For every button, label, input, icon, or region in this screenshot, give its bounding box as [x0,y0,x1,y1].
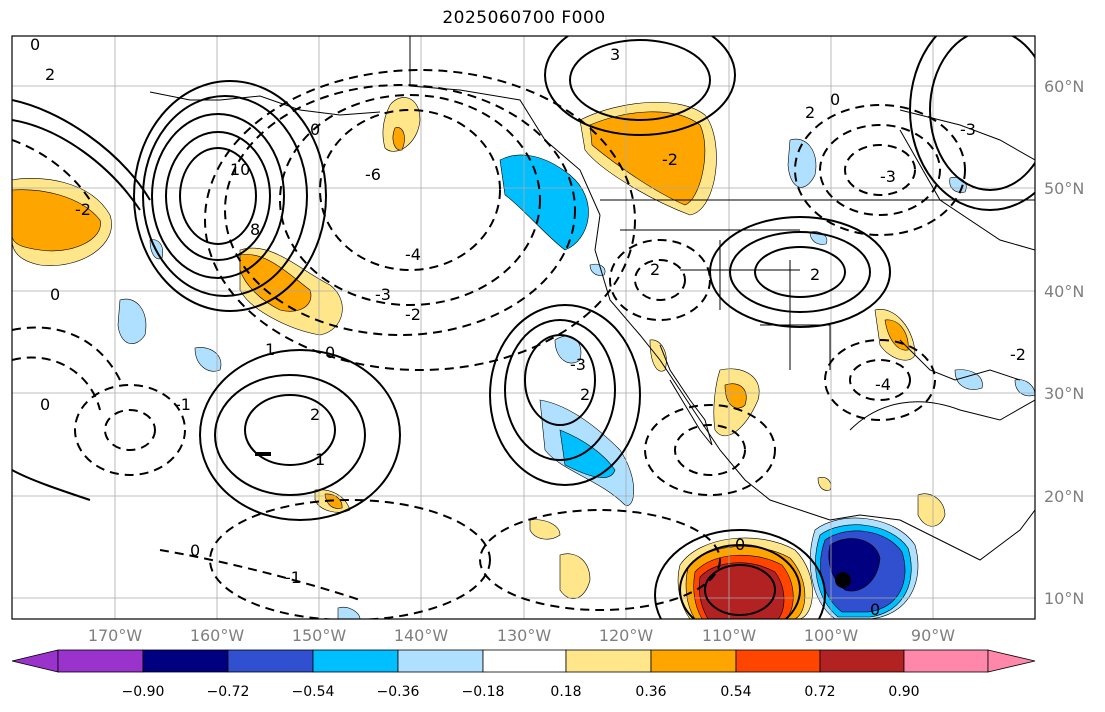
contour-label: 0 [30,35,40,54]
lon-label: 90°W [910,626,956,645]
contour-label: 2 [805,103,815,122]
colorbar-tick: 0.54 [720,684,752,700]
contour-label: -2 [405,305,421,324]
contour-label: -2 [75,200,91,219]
colorbar-tick: −0.72 [206,684,250,700]
lon-label: 110°W [701,626,757,645]
colorbar-tick: 0.72 [804,684,836,700]
colorbar-extend-low [11,649,59,673]
lat-label: 30°N [1044,384,1085,403]
colorbar-tick: 0.90 [888,684,920,700]
lon-label: 140°W [393,626,449,645]
lat-label: 20°N [1044,487,1085,506]
contour-label: -1 [285,568,301,587]
colorbar-tick: −0.54 [291,684,335,700]
contour-label: 2 [45,65,55,84]
contour-label: -2 [662,150,678,169]
cyclone-marker [835,572,851,588]
colorbar [11,649,1036,673]
map-title: 2025060700 F000 [442,8,606,28]
contour-label: 8 [250,220,260,239]
lat-label: 60°N [1044,77,1085,96]
lon-label: 120°W [598,626,654,645]
contour-label: -6 [365,165,381,184]
contour-label: 3 [610,45,620,64]
contour-label: 2 [580,385,590,404]
colorbar-tick: −0.18 [461,684,505,700]
contour-label: 0 [190,541,200,560]
contour-label: -3 [880,167,896,186]
lon-label: 150°W [291,626,347,645]
lat-label: 50°N [1044,179,1085,198]
contour-label: -3 [375,285,391,304]
lon-label: 160°W [189,626,245,645]
contour-label: 1 [315,450,325,469]
contour-label: 10 [230,160,250,179]
lon-label: 100°W [803,626,859,645]
colorbar-tick: 0.36 [635,684,667,700]
contour-label: -1 [175,395,191,414]
colorbar-tick: −0.36 [376,684,420,700]
contour-label: -3 [570,355,586,374]
contour-label: 2 [310,405,320,424]
lon-label: 170°W [87,626,143,645]
contour-label: 0 [50,285,60,304]
colorbar-tick: −0.90 [121,684,165,700]
gridlines [12,36,1035,619]
contour-label: -4 [875,375,891,394]
contour-label: 2 [810,265,820,284]
lat-label: 40°N [1044,282,1085,301]
contour-label: 0 [735,535,745,554]
contour-label: 0 [310,120,320,139]
contours [12,36,1035,619]
contour-label: 0 [870,600,880,619]
contour-label: 0 [830,90,840,109]
colorbar-extend-high [987,649,1036,673]
contour-labels: 0 2 0 -2 -4 -6 0 8 10 -2 -3 0 2 2 -3 -3 … [30,35,1026,619]
map-border [11,35,1036,620]
colorbar-tick: 0.18 [550,684,582,700]
contour-label: 1 [265,340,275,359]
contour-label: 2 [650,260,660,279]
contour-label: 0 [325,343,335,362]
lat-label: 10°N [1044,589,1085,608]
lon-label: 130°W [496,626,552,645]
contour-label: -3 [960,120,976,139]
contour-label: -2 [1010,345,1026,364]
contour-label: -4 [405,245,421,264]
anomaly-fills [12,97,1035,619]
contour-label: 0 [40,395,50,414]
